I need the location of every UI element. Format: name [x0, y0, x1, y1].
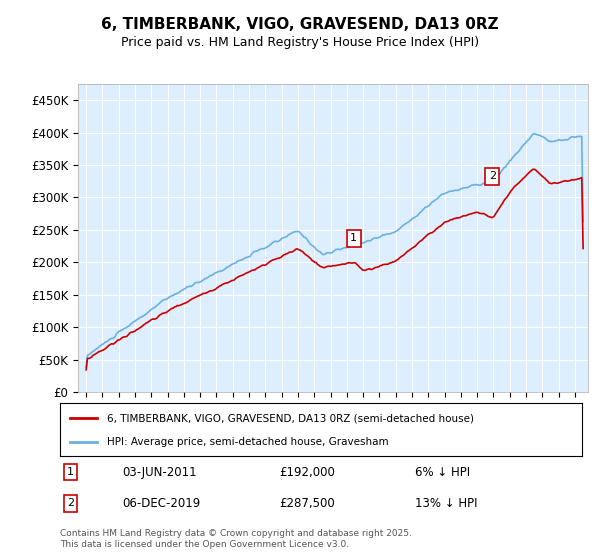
Text: Price paid vs. HM Land Registry's House Price Index (HPI): Price paid vs. HM Land Registry's House … [121, 36, 479, 49]
Text: 06-DEC-2019: 06-DEC-2019 [122, 497, 201, 510]
Text: 2: 2 [488, 171, 496, 181]
Text: 1: 1 [350, 234, 357, 244]
Text: Contains HM Land Registry data © Crown copyright and database right 2025.
This d: Contains HM Land Registry data © Crown c… [60, 529, 412, 549]
Text: £287,500: £287,500 [279, 497, 335, 510]
Text: £192,000: £192,000 [279, 465, 335, 479]
Text: 6, TIMBERBANK, VIGO, GRAVESEND, DA13 0RZ (semi-detached house): 6, TIMBERBANK, VIGO, GRAVESEND, DA13 0RZ… [107, 413, 474, 423]
Text: 6, TIMBERBANK, VIGO, GRAVESEND, DA13 0RZ: 6, TIMBERBANK, VIGO, GRAVESEND, DA13 0RZ [101, 17, 499, 32]
Text: 1: 1 [67, 467, 74, 477]
Text: 2: 2 [67, 498, 74, 508]
Text: 13% ↓ HPI: 13% ↓ HPI [415, 497, 478, 510]
Text: 03-JUN-2011: 03-JUN-2011 [122, 465, 197, 479]
Text: HPI: Average price, semi-detached house, Gravesham: HPI: Average price, semi-detached house,… [107, 436, 389, 446]
Text: 6% ↓ HPI: 6% ↓ HPI [415, 465, 470, 479]
